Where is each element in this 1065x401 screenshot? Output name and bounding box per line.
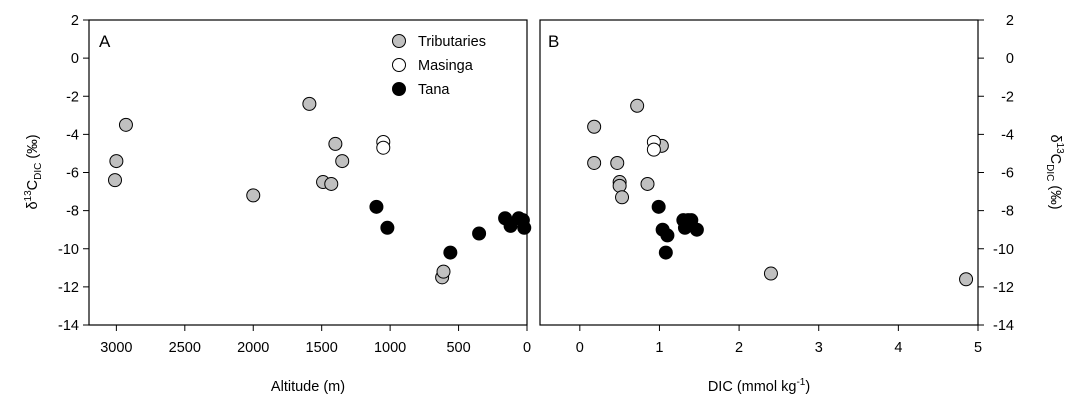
panel-a-x-axis: 3000 2500 2000 1500 1000 500 0: [100, 325, 531, 356]
panel-b-x-axis: 0 1 2 3 4 5: [576, 325, 982, 356]
panel-b-letter: B: [548, 32, 559, 51]
panel-b-x-tick-label: 3: [815, 340, 823, 356]
panel-b-y-tick-label: -10: [993, 242, 1014, 258]
data-point-tana: [380, 220, 395, 235]
data-point-tana: [369, 199, 384, 214]
panel-a-y-axis: 2 0 -2 -4 -6 -8 -10 -12 -14: [58, 13, 89, 334]
panel-b-plot-area: [539, 19, 979, 326]
panel-b-x-tick-label: 0: [576, 340, 584, 356]
data-point-tributaries: [640, 176, 655, 191]
panel-a-y-axis-title: δ13CDIC (‰): [23, 134, 44, 209]
panel-b-x-tick-label: 1: [655, 340, 663, 356]
data-point-tributaries: [328, 136, 343, 151]
legend-label-tributaries: Tributaries: [418, 34, 486, 50]
data-point-tributaries: [959, 272, 974, 287]
panel-b-y-tick-label: 0: [1006, 51, 1014, 67]
panel-b-x-axis-title: DIC (mmol kg-1): [708, 377, 810, 395]
data-point-tributaries: [763, 266, 778, 281]
data-point-tributaries: [108, 173, 123, 188]
panel-a-y-tick-label: -8: [66, 204, 79, 220]
panel-a-y-tick-label: -6: [66, 166, 79, 182]
panel-b-y-tick-label: -8: [1001, 204, 1014, 220]
panel-b-x-tick-label: 2: [735, 340, 743, 356]
panel-b-y-tick-label: -12: [993, 280, 1014, 296]
data-point-tributaries: [302, 96, 317, 111]
panel-a-y-tick-label: -2: [66, 89, 79, 105]
data-point-tana: [660, 228, 675, 243]
data-point-tana: [443, 245, 458, 260]
panel-b-x-tick-label: 5: [974, 340, 982, 356]
legend-label-masinga: Masinga: [418, 58, 474, 74]
panel-a-points: [108, 96, 532, 285]
panel-a-y-tick-label: -10: [58, 242, 79, 258]
panel-b-y-tick-label: -6: [1001, 166, 1014, 182]
panel-b-y-axis-title: δ13CDIC (‰): [1044, 134, 1065, 209]
panel-b-points: [587, 98, 974, 287]
data-point-tributaries: [612, 178, 627, 193]
data-point-tributaries: [615, 190, 630, 205]
legend: Tributaries Masinga Tana: [392, 34, 486, 98]
data-point-tributaries: [587, 155, 602, 170]
panel-b-y-tick-label: -14: [993, 318, 1014, 334]
data-point-tributaries: [436, 264, 451, 279]
data-point-tributaries: [246, 188, 261, 203]
panel-a-x-tick-label: 2500: [169, 340, 201, 356]
data-point-tributaries: [587, 119, 602, 134]
data-point-tributaries: [630, 98, 645, 113]
panel-b-y-tick-label: 2: [1006, 13, 1014, 29]
data-point-masinga: [646, 142, 661, 157]
legend-marker-tana: [392, 82, 406, 96]
panel-a-y-tick-label: -12: [58, 280, 79, 296]
panel-b-y-axis: 2 0 -2 -4 -6 -8 -10 -12 -14: [978, 13, 1014, 334]
panel-b-y-tick-label: -4: [1001, 127, 1014, 143]
panel-b: B 2 0 -2 -4 -6 -8 -10 -12 -14 0 1 2 3 4 5 DIC (mmol k…: [539, 13, 1065, 395]
data-point-tana: [651, 199, 666, 214]
panel-b-y-tick-label: -2: [1001, 89, 1014, 105]
panel-a: A 2 0 -2 -4 -6 -8 -10 -12 -14 3000 2500 2000 1500 10…: [23, 13, 532, 395]
panel-a-x-tick-label: 2000: [237, 340, 269, 356]
panel-a-x-tick-label: 500: [446, 340, 470, 356]
panel-a-y-tick-label: -4: [66, 127, 79, 143]
panel-a-letter: A: [99, 32, 111, 51]
data-point-tributaries: [610, 155, 625, 170]
legend-label-tana: Tana: [418, 82, 450, 98]
legend-marker-tributaries: [392, 34, 406, 48]
panel-a-y-tick-label: -14: [58, 318, 79, 334]
data-point-tributaries: [324, 176, 339, 191]
panel-a-x-tick-label: 3000: [100, 340, 132, 356]
data-point-tana: [472, 226, 487, 241]
panel-a-x-tick-label: 0: [523, 340, 531, 356]
panel-a-x-tick-label: 1000: [374, 340, 406, 356]
panel-a-x-tick-label: 1500: [306, 340, 338, 356]
data-point-masinga: [376, 140, 391, 155]
data-point-tana: [689, 222, 704, 237]
panel-a-y-tick-label: 2: [71, 13, 79, 29]
panel-b-x-tick-label: 4: [894, 340, 902, 356]
data-point-tributaries: [109, 154, 124, 169]
panel-a-y-tick-label: 0: [71, 51, 79, 67]
data-point-tributaries: [335, 154, 350, 169]
data-point-tributaries: [118, 117, 133, 132]
legend-marker-masinga: [392, 58, 406, 72]
data-point-tana: [517, 220, 532, 235]
data-point-tana: [658, 245, 673, 260]
panel-a-x-axis-title: Altitude (m): [271, 379, 345, 395]
